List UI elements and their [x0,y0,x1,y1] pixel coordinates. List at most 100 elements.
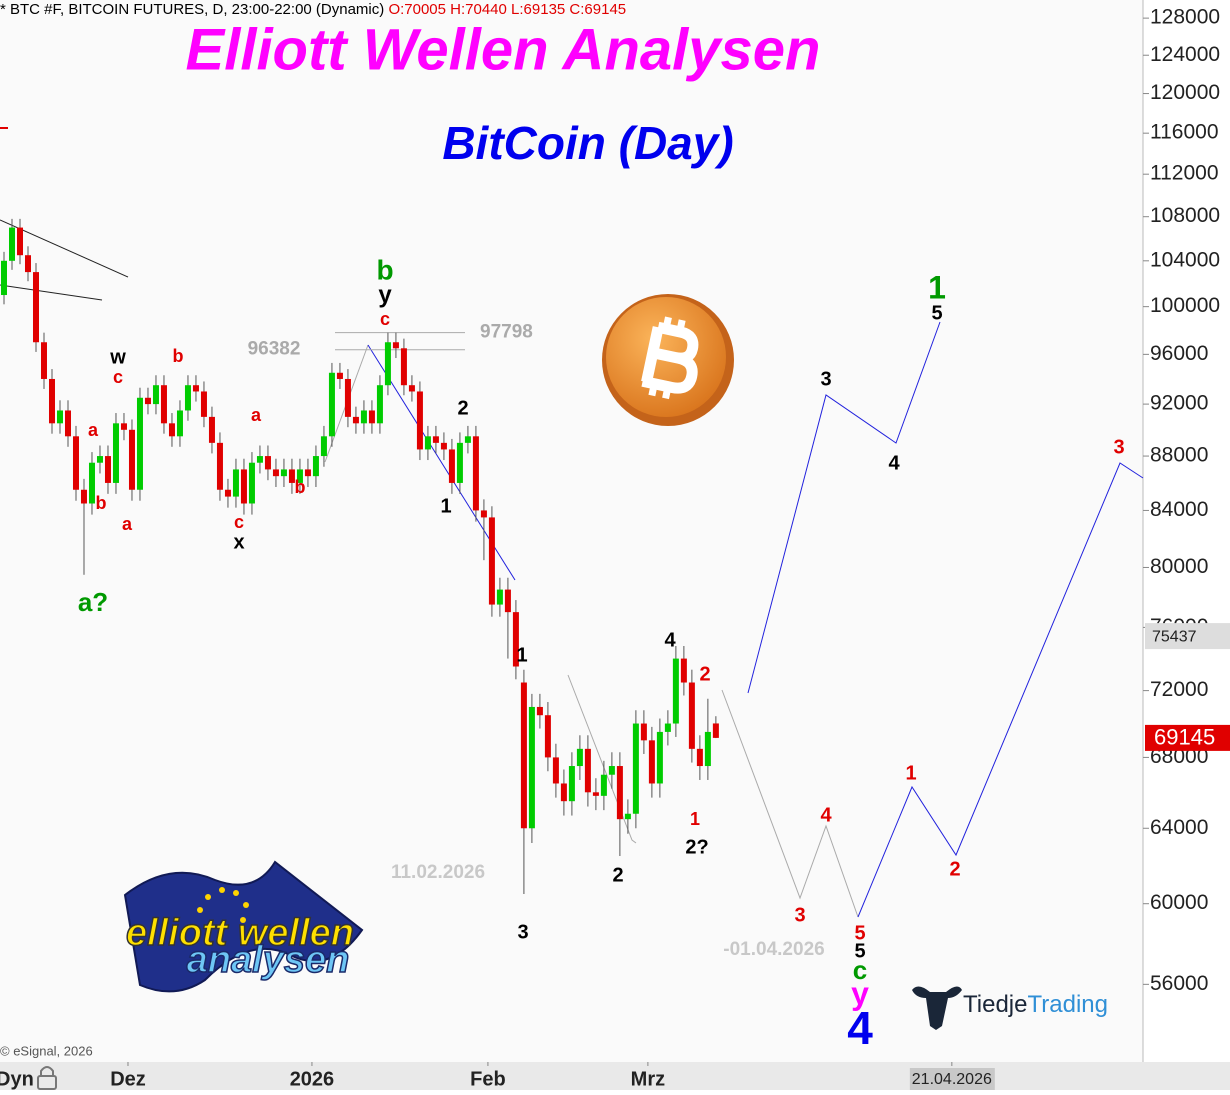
candle-body [464,436,471,443]
candle-body [272,469,279,477]
wave-label: 3 [517,921,528,943]
wave-label: w [109,346,126,368]
wave-label: 1 [905,762,916,784]
candle-body [184,385,191,411]
wave-label: 4 [888,452,900,474]
coin-bars [648,316,686,400]
chart-title: Elliott Wellen Analysen [186,17,821,82]
candle-body [304,469,311,477]
axis-background [1143,0,1230,1062]
y-tick-label: 56000 [1150,972,1208,995]
candle-body [24,255,31,273]
candle-body [240,469,247,504]
candle-body [456,442,463,483]
wave-label: 4 [820,804,832,826]
candle-body [96,456,103,463]
wave-label: 1 [516,644,527,666]
candle-body [264,456,271,470]
y-tick-label: 108000 [1150,204,1220,227]
candle-body [520,682,527,829]
candle-body [112,423,119,483]
y-tick-label: 88000 [1150,444,1208,467]
y-tick-label: 80000 [1150,555,1208,578]
candle-body [576,748,583,767]
wave-label: b [173,346,184,366]
candle-body [224,489,231,497]
candle-body [616,766,623,820]
candle-body [152,385,159,405]
levels: 96382 97798 [248,322,533,360]
y-axis: 128000 124000 120000 116000 112000 108000 1040… [110,6,1230,1090]
wave-label: b [376,254,393,285]
candles [0,218,719,895]
candle-body [40,342,47,379]
projection-line [721,689,859,918]
stars [197,887,249,923]
wave-label: 1 [440,495,451,517]
logo-text: analysen [187,939,350,981]
coin-b [641,321,699,394]
tiedje-logo: TiedjeTrading [912,986,1108,1030]
candle-body [416,391,423,450]
lock-body [37,1075,57,1090]
date-note: -01.04.2026 [723,939,824,960]
price-marker-label: 75437 [1152,628,1197,645]
wave-label: 5 [854,940,865,962]
wave-label: a [88,420,99,440]
wave-label: 3 [820,368,831,390]
candle-body [688,682,695,749]
y-tick-label: 64000 [1150,816,1208,839]
candle-body [344,378,351,417]
symbol-info: * BTC #F, BITCOIN FUTURES, D, 23:00-22:0… [0,1,384,18]
candle-body [104,456,111,483]
candle-body [64,410,71,437]
candle-body [144,397,151,405]
coin-symbol [641,316,699,400]
candle-body [136,397,143,490]
candle-body [696,748,703,767]
candle-body [176,410,183,437]
candle-body [192,385,199,392]
candle-body [408,385,415,392]
candle-body [256,456,263,463]
wave-label: 2? [685,836,708,858]
brand: TiedjeTrading [963,991,1108,1018]
candle-body [320,436,327,457]
candle-body [8,227,15,261]
y-tick-label: 96000 [1150,342,1208,365]
candle-body [448,449,455,483]
candle-body [208,416,215,443]
ewa-logo: elliott wellen analysen [123,860,364,993]
candle-body [216,442,223,490]
wave-label: 1 [690,809,700,829]
lock-shackle [40,1066,54,1076]
candle-body [424,436,431,450]
wave-label: y [378,281,392,308]
trend-line [0,284,103,301]
bitcoin-logo [602,294,734,426]
candle-body [232,469,239,497]
wave-label: c [234,512,244,532]
candle-body [80,489,87,504]
candle-body [200,391,207,417]
candle-body [48,378,55,424]
candle-body [88,462,95,504]
y-tick-label: 116000 [1150,121,1219,144]
candle-body [536,706,543,716]
candle-body [296,469,303,483]
candle-body [624,813,631,820]
candle-body [504,589,511,613]
wave-label: 3 [1113,436,1124,458]
candle-body [680,658,687,683]
ohlc-info: O:70005 H:70440 L:69135 C:69145 [388,1,626,18]
candle-body [280,469,287,477]
wave-label: c [380,309,390,329]
y-tick-label: 128000 [1150,6,1220,29]
wave-label: a? [78,587,108,617]
wave-label: 1 [928,269,946,305]
price-marker [1145,623,1230,650]
candle-body [16,227,23,256]
wave-label: 2 [699,663,710,685]
wave-label: 2 [457,397,468,419]
